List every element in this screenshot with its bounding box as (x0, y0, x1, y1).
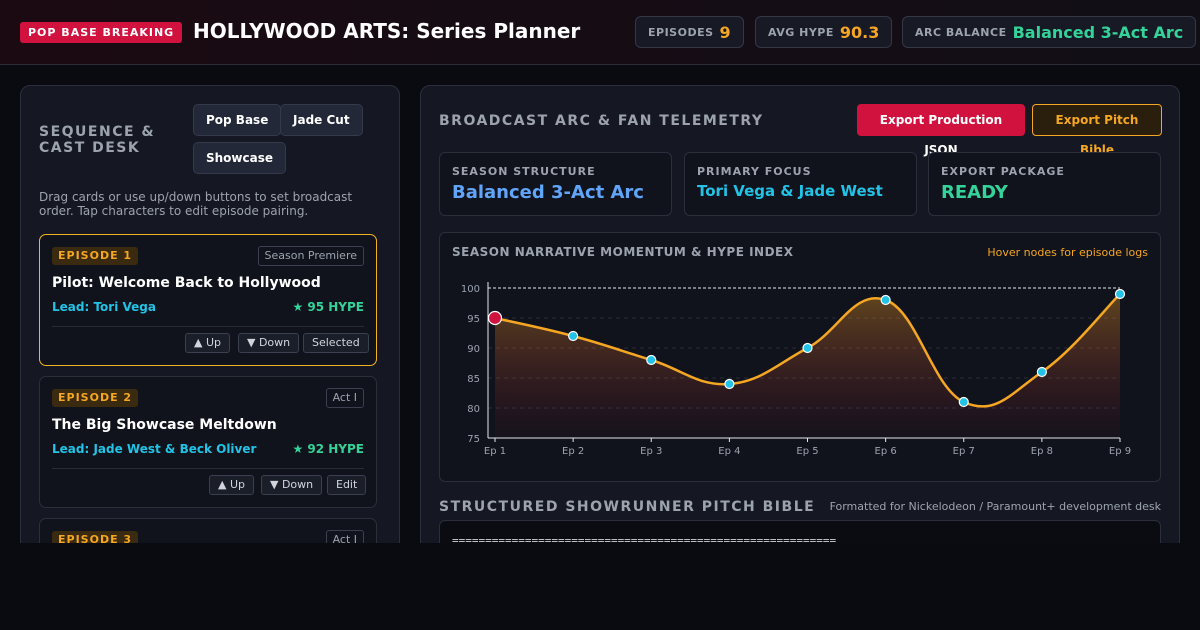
x-tick-label: Ep 5 (796, 446, 818, 457)
x-tick-label: Ep 8 (1031, 446, 1053, 457)
pitch-subtitle: Formatted for Nickelodeon / Paramount+ d… (829, 500, 1161, 513)
card-divider (52, 326, 364, 327)
x-tick-label: Ep 1 (484, 446, 506, 457)
primary-focus-label: PRIMARY FOCUS (697, 165, 812, 178)
edit-button[interactable]: Edit (327, 475, 367, 495)
hype-area (495, 294, 1120, 438)
hype-node[interactable] (880, 294, 891, 306)
selected-button[interactable]: Selected (303, 333, 369, 353)
broadcast-arc-panel: BROADCAST ARC & FAN TELEMETRY Export Pro… (420, 85, 1180, 565)
move-up-button[interactable]: ▲ Up (185, 333, 230, 353)
tab-jade-cut[interactable]: Jade Cut (280, 104, 363, 136)
hype-node[interactable] (958, 396, 969, 408)
x-tick-label: Ep 7 (953, 446, 975, 457)
hype-line (494, 293, 1121, 408)
episode-card-2[interactable]: EPISODE 2 Act I The Big Showcase Meltdow… (39, 376, 377, 508)
primary-focus-card: PRIMARY FOCUS Tori Vega & Jade West (684, 152, 917, 216)
hype-chart: SEASON NARRATIVE MOMENTUM & HYPE INDEX H… (439, 232, 1161, 482)
chart-title: SEASON NARRATIVE MOMENTUM & HYPE INDEX (452, 245, 794, 259)
stat-avg-hype-label: AVG HYPE (768, 25, 834, 39)
stat-episodes: EPISODES 9 (635, 16, 744, 48)
y-tick-label: 95 (467, 314, 480, 325)
chart-hint: Hover nodes for episode logs (987, 246, 1148, 259)
export-json-button[interactable]: Export Production JSON (857, 104, 1025, 157)
episode-hype: ★ 92 HYPE (292, 442, 364, 456)
tab-pop-base[interactable]: Pop Base (193, 104, 282, 136)
chart-svg: 75 80 85 90 95 100 Ep 1 Ep 2 Ep 3 Ep 4 Ep 5 Ep 6 Ep … (461, 282, 1131, 457)
hype-node[interactable] (646, 354, 657, 366)
tab-showcase[interactable]: Showcase (193, 142, 287, 174)
episode-badge: EPISODE 1 (52, 247, 139, 265)
episode-title: Pilot: Welcome Back to Hollywood (52, 275, 321, 291)
export-package-value: READY (941, 182, 1008, 203)
y-tick-label: 80 (467, 404, 480, 415)
x-tick-label: Ep 2 (562, 446, 584, 457)
season-structure-card: SEASON STRUCTURE Balanced 3-Act Arc (439, 152, 672, 216)
primary-focus-value: Tori Vega & Jade West (697, 182, 883, 200)
hype-node[interactable] (487, 310, 503, 326)
episode-card-1[interactable]: EPISODE 1 Season Premiere Pilot: Welcome… (39, 234, 377, 366)
act-tag: Season Premiere (257, 246, 364, 266)
x-tick-label: Ep 3 (640, 446, 662, 457)
x-tick-label: Ep 9 (1109, 446, 1131, 457)
viewport-bottom (0, 543, 1200, 630)
season-structure-label: SEASON STRUCTURE (452, 165, 596, 178)
season-structure-value: Balanced 3-Act Arc (452, 182, 644, 203)
desk-title: SEQUENCE & CAST DESK (39, 124, 156, 156)
card-divider (52, 468, 364, 469)
export-bible-button[interactable]: Export Pitch Bible (1032, 104, 1162, 157)
hype-node[interactable] (568, 330, 579, 342)
stat-arc-balance-label: ARC BALANCE (915, 25, 1007, 39)
pitch-title: STRUCTURED SHOWRUNNER PITCH BIBLE (439, 499, 816, 515)
sequence-cast-desk: SEQUENCE & CAST DESK Pop Base Jade Cut S… (20, 85, 400, 565)
breaking-badge: POP BASE BREAKING (20, 22, 183, 43)
move-up-button[interactable]: ▲ Up (209, 475, 254, 495)
move-down-button[interactable]: ▼ Down (261, 475, 323, 495)
export-package-card: EXPORT PACKAGE READY (928, 152, 1161, 216)
y-tick-label: 90 (467, 344, 480, 355)
stat-arc-balance: ARC BALANCE Balanced 3-Act Arc (902, 16, 1197, 48)
episode-hype: ★ 95 HYPE (292, 300, 364, 314)
x-tick-label: Ep 6 (875, 446, 897, 457)
stat-arc-balance-value: Balanced 3-Act Arc (1012, 22, 1184, 42)
stat-episodes-value: 9 (719, 22, 731, 42)
stat-episodes-label: EPISODES (648, 25, 714, 39)
episode-title: The Big Showcase Meltdown (52, 417, 277, 433)
episode-lead[interactable]: Lead: Tori Vega (52, 300, 156, 314)
y-tick-label: 75 (467, 434, 480, 445)
hype-node[interactable] (1114, 288, 1126, 300)
top-bar: POP BASE BREAKING HOLLYWOOD ARTS: Series… (0, 0, 1200, 65)
stat-avg-hype-value: 90.3 (839, 22, 880, 42)
desk-hint: Drag cards or use up/down buttons to set… (39, 190, 353, 218)
episode-lead[interactable]: Lead: Jade West & Beck Oliver (52, 442, 257, 456)
hype-node[interactable] (724, 378, 735, 390)
export-package-label: EXPORT PACKAGE (941, 165, 1065, 178)
move-down-button[interactable]: ▼ Down (238, 333, 300, 353)
x-tick-label: Ep 4 (718, 446, 740, 457)
arc-title: BROADCAST ARC & FAN TELEMETRY (439, 113, 764, 129)
stat-avg-hype: AVG HYPE 90.3 (755, 16, 893, 48)
app-title: HOLLYWOOD ARTS: Series Planner (193, 19, 581, 43)
hype-node[interactable] (1036, 366, 1047, 378)
y-tick-label: 100 (461, 284, 480, 295)
hype-node[interactable] (802, 342, 813, 354)
y-tick-label: 85 (467, 374, 480, 385)
episode-badge: EPISODE 2 (52, 389, 139, 407)
act-tag: Act I (325, 388, 364, 408)
